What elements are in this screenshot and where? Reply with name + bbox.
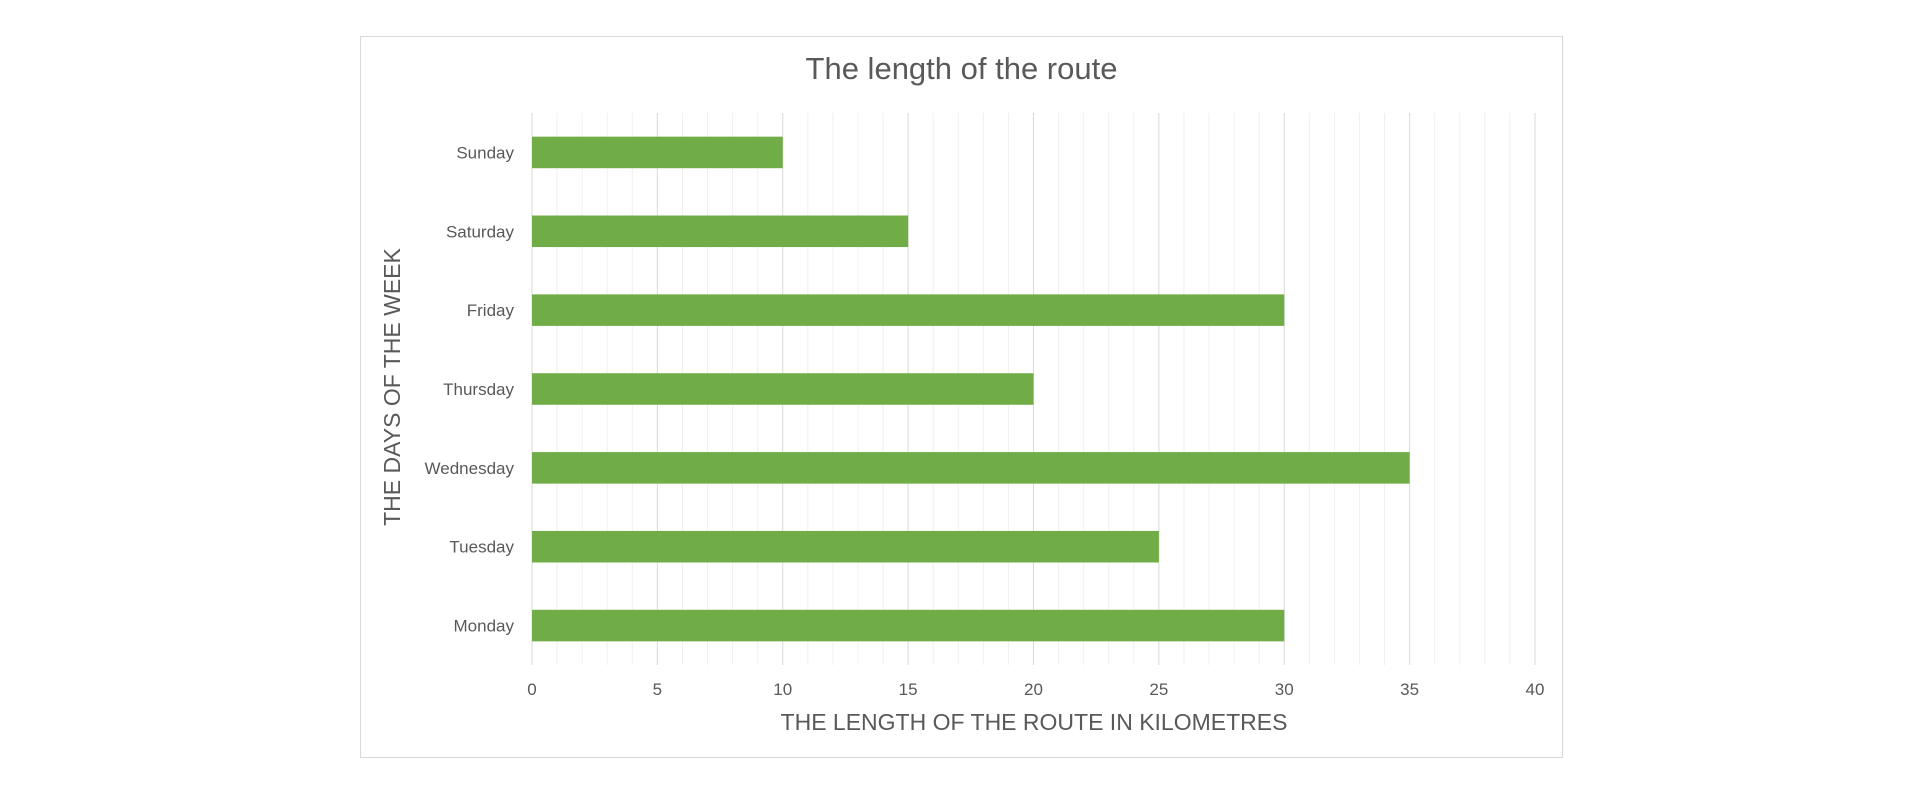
- x-axis-ticks: 0 5 10 15 20 25 30 35 40: [527, 680, 1544, 699]
- y-axis-ticks: Monday Tuesday Wednesday Thursday Friday Satu…: [425, 143, 515, 635]
- y-axis-title: THE DAYS OF THE WEEK: [379, 247, 405, 525]
- y-tick-label: Wednesday: [425, 459, 515, 478]
- y-tick-label: Saturday: [446, 222, 515, 241]
- x-tick-label: 20: [1024, 680, 1043, 699]
- bar-friday: [532, 294, 1285, 326]
- x-tick-label: 40: [1526, 680, 1545, 699]
- x-tick-label: 25: [1149, 680, 1168, 699]
- x-tick-label: 0: [527, 680, 536, 699]
- x-tick-label: 30: [1275, 680, 1294, 699]
- chart-frame: The length of the route 0 5 10 15 20 25 30 35 40…: [360, 36, 1563, 758]
- x-tick-label: 35: [1400, 680, 1419, 699]
- y-tick-label: Thursday: [443, 380, 514, 399]
- bar-chart: 0 5 10 15 20 25 30 35 40 Monday Tuesday Wednesday T…: [379, 113, 1544, 735]
- bar-wednesday: [532, 452, 1410, 484]
- y-tick-label: Monday: [454, 617, 515, 636]
- y-tick-label: Sunday: [456, 143, 514, 162]
- y-tick-label: Tuesday: [449, 538, 514, 557]
- bar-thursday: [532, 373, 1034, 405]
- y-tick-label: Friday: [467, 301, 515, 320]
- x-tick-label: 5: [653, 680, 662, 699]
- chart-title: The length of the route: [805, 51, 1118, 86]
- x-axis-title: THE LENGTH OF THE ROUTE IN KILOMETRES: [781, 709, 1288, 735]
- bar-sunday: [532, 136, 783, 169]
- bar-monday: [532, 609, 1285, 642]
- x-tick-label: 10: [773, 680, 792, 699]
- bar-tuesday: [532, 530, 1159, 563]
- bars: [532, 136, 1410, 642]
- x-tick-label: 15: [899, 680, 918, 699]
- bar-saturday: [532, 215, 909, 248]
